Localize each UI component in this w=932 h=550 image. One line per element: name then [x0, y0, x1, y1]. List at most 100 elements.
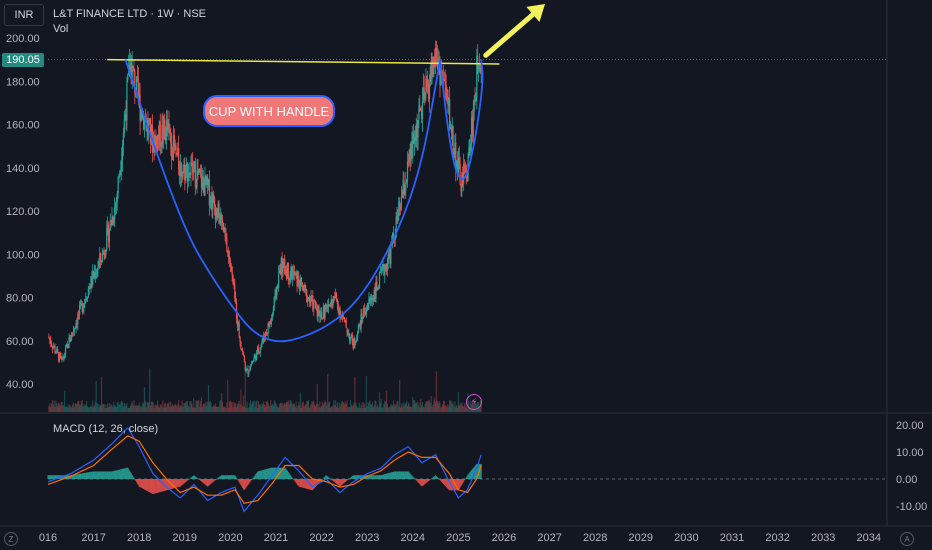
volume-bar — [199, 400, 202, 412]
lightning-icon[interactable]: ⚡ — [466, 394, 482, 410]
candle-body — [82, 307, 84, 312]
macd-histogram-bar — [100, 471, 102, 479]
candle-body — [262, 335, 264, 342]
volume-bar — [53, 400, 55, 412]
candle-body — [176, 154, 178, 156]
volume-bar — [413, 400, 415, 412]
candle-body — [292, 272, 294, 280]
volume-bar — [221, 401, 224, 412]
volume-bar — [389, 407, 391, 412]
candle-body — [79, 302, 82, 306]
volume-bar — [425, 401, 427, 412]
time-tick-label: 2022 — [309, 532, 333, 544]
candle-body — [187, 173, 189, 182]
volume-bar — [466, 407, 468, 412]
macd-histogram-bar — [135, 479, 138, 483]
cup-curve — [124, 59, 442, 343]
candle-body — [249, 369, 251, 372]
macd-histogram-bar — [192, 476, 194, 479]
volume-legend[interactable]: Vol — [53, 23, 69, 35]
volume-bar — [364, 407, 367, 412]
volume-bar — [160, 404, 162, 412]
candle-body — [248, 371, 250, 374]
macd-histogram-bar — [239, 479, 241, 484]
macd-legend[interactable]: MACD (12, 26, close) — [53, 423, 159, 435]
macd-histogram-bar — [339, 479, 341, 487]
volume-bar — [224, 406, 226, 412]
candle-body — [206, 177, 208, 185]
macd-histogram-bar — [477, 463, 480, 479]
macd-histogram-bar — [299, 479, 302, 488]
volume-bar — [417, 405, 419, 412]
macd-pane — [47, 427, 887, 513]
candle-body — [353, 338, 355, 349]
volume-bar — [214, 406, 216, 412]
volume-bar — [223, 406, 225, 412]
symbol-title[interactable]: L&T FINANCE LTD · 1W · NSE — [53, 8, 207, 20]
macd-histogram-bar — [281, 467, 283, 479]
macd-histogram-bar — [216, 478, 218, 480]
macd-histogram-bar — [288, 473, 290, 479]
macd-histogram-bar — [195, 477, 197, 479]
volume-bar — [124, 403, 126, 412]
macd-histogram-bar — [141, 479, 143, 489]
candle-body — [115, 201, 117, 205]
candle-body — [278, 272, 280, 288]
volume-bar — [148, 402, 150, 412]
volume-bar — [112, 407, 114, 412]
candle-body — [199, 172, 202, 174]
macd-histogram-bar — [70, 475, 72, 479]
candle-body — [300, 278, 303, 283]
macd-histogram-bar — [102, 471, 104, 479]
volume-bar — [465, 402, 467, 412]
candle-body — [203, 182, 205, 196]
candle-body — [113, 219, 115, 223]
volume-bar — [436, 400, 438, 412]
macd-histogram-bar — [109, 471, 111, 479]
macd-histogram-bar — [122, 468, 125, 479]
candle-body — [180, 162, 182, 176]
candle-body — [303, 284, 305, 291]
candle-body — [376, 282, 378, 288]
macd-histogram-bar — [443, 479, 445, 485]
candle-body — [138, 94, 140, 98]
macd-histogram-bar — [257, 471, 260, 479]
volume-bar — [385, 401, 387, 412]
volume-bar — [430, 396, 432, 412]
macd-histogram-bar — [392, 471, 394, 479]
volume-bar — [156, 404, 158, 412]
candle-body — [121, 144, 124, 160]
macd-histogram-bar — [160, 479, 162, 492]
macd-histogram-bar — [140, 479, 142, 488]
macd-histogram-bar — [256, 472, 258, 479]
candle-body — [370, 297, 373, 301]
volume-bar — [317, 403, 319, 412]
tradingview-logo-icon[interactable]: Z — [4, 532, 18, 546]
candle-body — [322, 306, 324, 319]
macd-histogram-bar — [374, 475, 376, 479]
volume-bar — [442, 404, 444, 412]
macd-histogram-bar — [267, 468, 269, 479]
volume-bar — [318, 407, 320, 412]
currency-selector[interactable]: INR — [4, 4, 44, 26]
auto-scale-button[interactable]: A — [900, 532, 914, 546]
candle-body — [369, 298, 371, 301]
volume-bar — [439, 402, 441, 412]
macd-histogram-bar — [399, 471, 402, 479]
macd-histogram-bar — [306, 479, 308, 489]
macd-histogram-bar — [114, 470, 117, 479]
cup-with-handle-annotation[interactable]: CUP WITH HANDLE — [203, 95, 335, 127]
price-tick-label: 160.00 — [6, 120, 40, 132]
volume-bar — [255, 401, 257, 412]
macd-histogram-bar — [172, 479, 174, 489]
volume-bar — [177, 404, 179, 412]
volume-bar — [92, 400, 94, 412]
candle-body — [271, 317, 273, 323]
candle-body — [84, 299, 86, 304]
macd-histogram-bar — [171, 479, 174, 489]
candle-body — [405, 182, 407, 191]
volume-bar — [280, 402, 282, 412]
macd-histogram-bar — [410, 474, 412, 479]
candle-body — [171, 143, 173, 158]
